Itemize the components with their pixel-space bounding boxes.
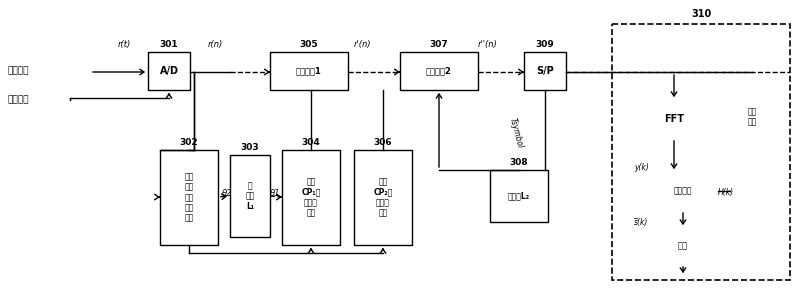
Text: 基于
CP₂的
頼信糖
估计: 基于 CP₂的 頼信糖 估计 (374, 177, 393, 218)
Text: A/D: A/D (159, 66, 178, 76)
Text: 右偏置L₂: 右偏置L₂ (508, 191, 530, 201)
Bar (230, 155, 270, 237)
Text: 306: 306 (374, 138, 392, 147)
Text: θ2: θ2 (222, 189, 233, 197)
Text: 302: 302 (180, 138, 198, 147)
Text: Tsymbol: Tsymbol (508, 117, 525, 149)
Text: r''(n): r''(n) (478, 40, 498, 48)
Text: 基于
CP₁的
頼信糖
估计: 基于 CP₁的 頼信糖 估计 (302, 177, 321, 218)
Bar (270, 52, 348, 90)
Text: 左
偏置
L₁: 左 偏置 L₁ (246, 181, 254, 211)
Text: S/P: S/P (536, 66, 554, 76)
Text: 信道
估计: 信道 估计 (747, 107, 757, 127)
Text: 303: 303 (241, 143, 259, 152)
Bar (490, 170, 548, 222)
Bar (160, 150, 218, 245)
Text: 頼信补偿1: 頼信补偿1 (296, 66, 322, 76)
Bar (282, 150, 340, 245)
Text: 采样时钟: 采样时钟 (8, 96, 30, 104)
Text: 解码: 解码 (678, 242, 688, 250)
Text: 304: 304 (302, 138, 320, 147)
Text: H(k): H(k) (718, 188, 734, 196)
Bar (354, 150, 412, 245)
Bar (612, 24, 790, 280)
Bar (648, 100, 700, 138)
Text: 310: 310 (691, 9, 711, 19)
Text: 301: 301 (160, 40, 178, 49)
Text: θ1: θ1 (270, 189, 281, 197)
Text: 309: 309 (536, 40, 554, 49)
Bar (648, 172, 718, 210)
Bar (660, 228, 706, 264)
Text: r(n): r(n) (208, 40, 223, 48)
Text: y(k): y(k) (634, 163, 649, 173)
Text: 305: 305 (300, 40, 318, 49)
Bar (524, 52, 566, 90)
Text: FFT: FFT (664, 114, 684, 124)
Text: 时域
滑动
相关
峰値
检测: 时域 滑动 相关 峰値 检测 (184, 172, 194, 223)
Bar (730, 72, 774, 162)
Bar (400, 52, 478, 90)
Text: 308: 308 (510, 158, 528, 167)
Text: 信道去噪: 信道去噪 (674, 186, 692, 196)
Bar (148, 52, 190, 90)
Text: 頼信补偿2: 頼信补偿2 (426, 66, 452, 76)
Text: r'(n): r'(n) (354, 40, 371, 48)
Text: 307: 307 (430, 40, 448, 49)
Text: r(t): r(t) (118, 40, 131, 48)
Text: 接收信号: 接收信号 (8, 66, 30, 76)
Text: s̅(k): s̅(k) (634, 219, 648, 227)
